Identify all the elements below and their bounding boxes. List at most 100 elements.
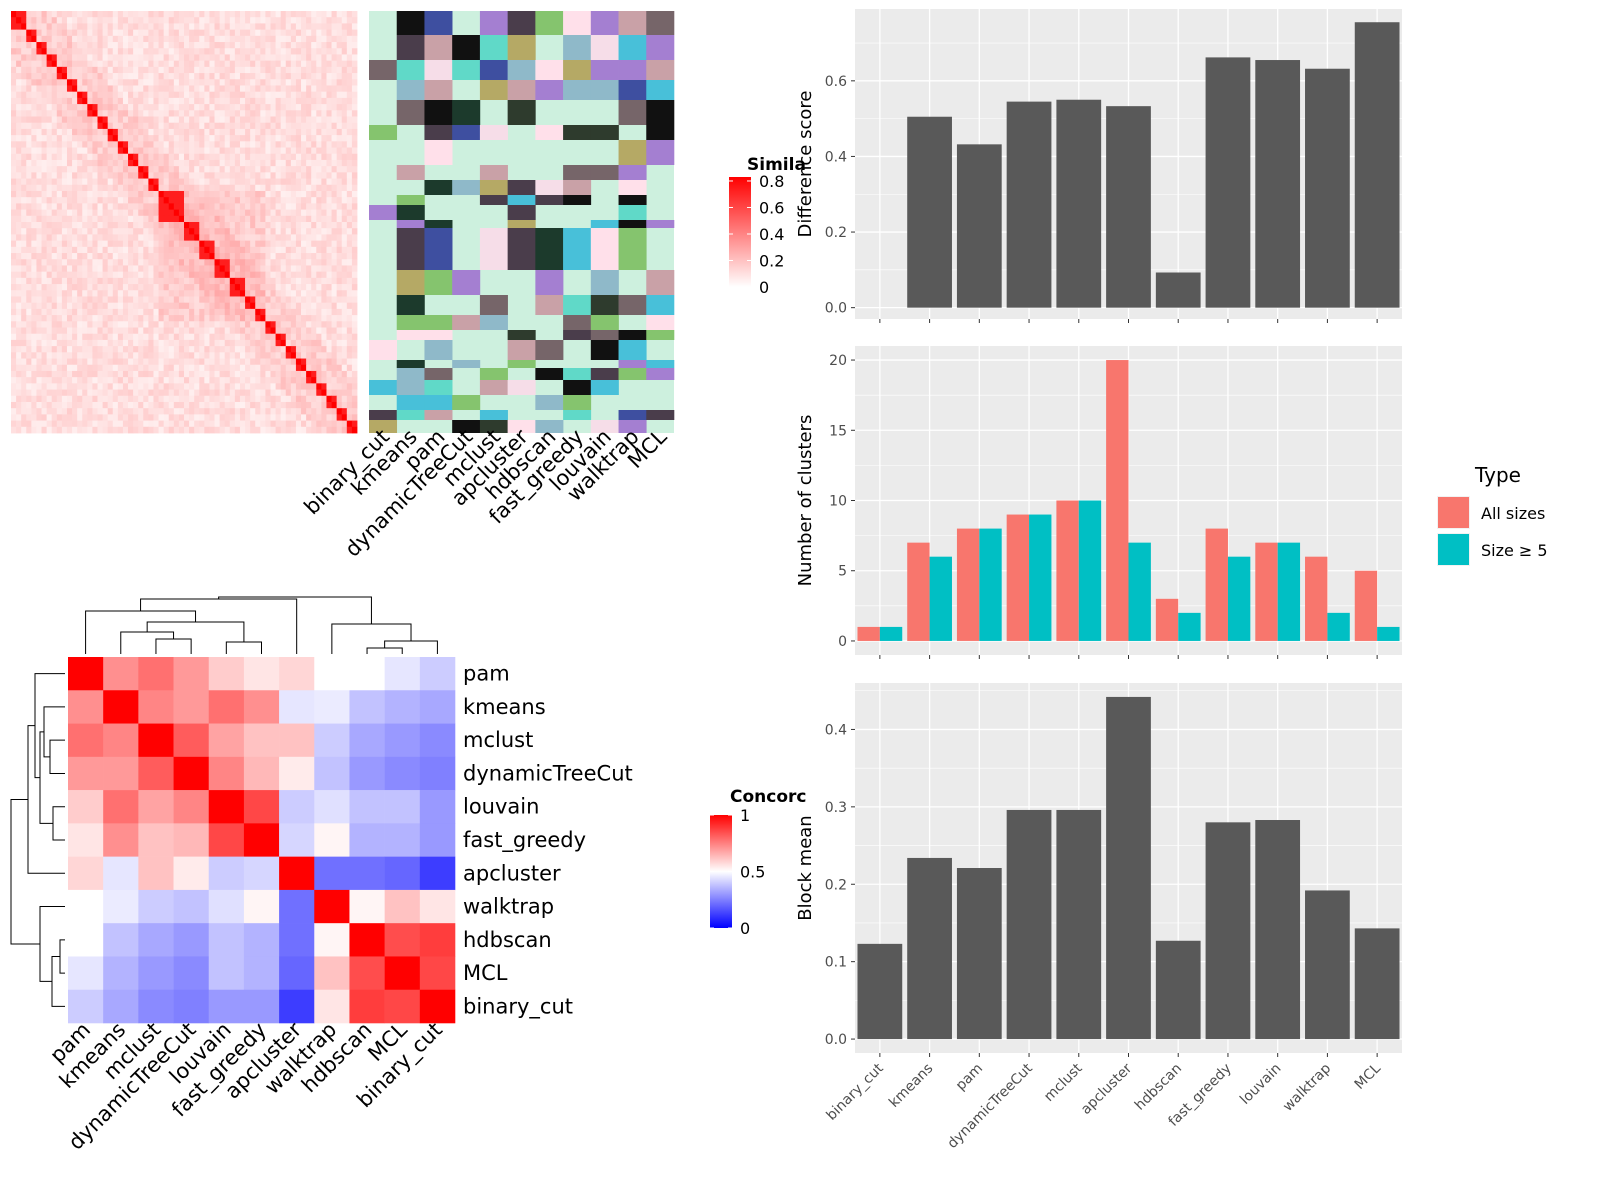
similarity-cell [321, 383, 327, 390]
similarity-cell [265, 321, 271, 328]
similarity-cell [153, 215, 159, 223]
similarity-cell [214, 54, 221, 62]
similarity-cell [26, 141, 32, 148]
similarity-cell [265, 79, 271, 86]
similarity-cell [41, 104, 48, 111]
concordance-cell [349, 657, 385, 691]
similarity-cell [97, 17, 103, 24]
similarity-cell [112, 73, 119, 80]
similarity-cell [41, 321, 48, 328]
similarity-cell [31, 97, 37, 105]
similarity-cell [234, 265, 241, 273]
similarity-cell [46, 296, 53, 304]
concordance-cell [103, 657, 139, 691]
similarity-cell [122, 321, 129, 328]
similarity-cell [168, 104, 175, 111]
similarity-cell [153, 79, 159, 86]
similarity-cell [168, 11, 175, 18]
similarity-cell [82, 153, 88, 161]
similarity-cell [331, 35, 338, 43]
annotation-cell [452, 35, 481, 60]
similarity-cell [102, 364, 109, 372]
similarity-cell [178, 271, 185, 279]
similarity-cell [321, 426, 327, 434]
similarity-cell [128, 197, 134, 204]
similarity-cell [316, 290, 322, 297]
similarity-cell [138, 389, 144, 397]
similarity-cell [112, 91, 119, 99]
similarity-cell [234, 178, 241, 186]
similarity-cell [178, 48, 185, 55]
similarity-cell [311, 265, 317, 273]
similarity-cell [189, 333, 195, 341]
similarity-cell [336, 209, 343, 217]
similarity-cell [270, 141, 276, 148]
similarity-cell [102, 315, 109, 322]
similarity-cell [239, 122, 246, 130]
similarity-cell [21, 66, 27, 74]
similarity-cell [112, 246, 119, 254]
similarity-cell [56, 253, 63, 260]
similarity-cell [265, 48, 271, 55]
similarity-cell [56, 395, 63, 403]
similarity-cell [77, 190, 83, 198]
similarity-cell [158, 259, 165, 266]
similarity-cell [82, 308, 88, 316]
similarity-cell [189, 395, 195, 403]
concordance-dendrograms [10, 596, 438, 1007]
similarity-cell [275, 17, 282, 24]
similarity-cell [77, 203, 83, 210]
similarity-cell [255, 48, 261, 55]
similarity-cell [199, 79, 205, 86]
similarity-cell [117, 420, 124, 428]
similarity-cell [290, 128, 297, 136]
annotation-cell [646, 60, 675, 80]
similarity-cell [351, 128, 358, 136]
similarity-cell [351, 420, 358, 428]
similarity-cell [36, 147, 42, 155]
similarity-cell [173, 321, 180, 328]
similarity-cell [26, 271, 32, 279]
similarity-cell [163, 253, 170, 260]
similarity-cell [270, 159, 276, 167]
similarity-cell [184, 172, 190, 179]
similarity-cell [204, 166, 210, 173]
similarity-cell [189, 315, 195, 322]
similarity-cell [351, 271, 358, 279]
similarity-cell [133, 339, 139, 347]
similarity-cell [46, 141, 53, 148]
similarity-cell [173, 259, 180, 266]
similarity-cell [61, 66, 68, 74]
similarity-cell [214, 66, 221, 74]
annotation-cell [563, 295, 592, 315]
similarity-cell [122, 116, 129, 124]
similarity-cell [295, 265, 302, 273]
similarity-cell [128, 308, 134, 316]
similarity-cell [122, 184, 129, 192]
similarity-cell [11, 228, 17, 235]
similarity-cell [97, 290, 103, 297]
similarity-cell [168, 153, 175, 161]
similarity-cell [326, 302, 332, 310]
similarity-cell [260, 54, 266, 62]
similarity-cell [321, 159, 327, 167]
similarity-cell [51, 383, 58, 390]
similarity-cell [326, 17, 332, 24]
similarity-cell [36, 414, 42, 421]
similarity-cell [336, 277, 343, 285]
similarity-cell [148, 153, 154, 161]
similarity-cell [26, 383, 32, 390]
similarity-cell [285, 222, 292, 229]
similarity-cell [143, 60, 149, 68]
concordance-cell [173, 823, 210, 857]
similarity-cell [351, 48, 358, 55]
similarity-cell [245, 135, 251, 142]
similarity-cell [173, 408, 180, 415]
similarity-cell [341, 215, 348, 223]
similarity-cell [117, 370, 124, 378]
similarity-cell [56, 73, 63, 80]
similarity-cell [285, 203, 292, 210]
similarity-cell [143, 246, 149, 254]
similarity-cell [209, 253, 215, 260]
similarity-cell [260, 91, 266, 99]
